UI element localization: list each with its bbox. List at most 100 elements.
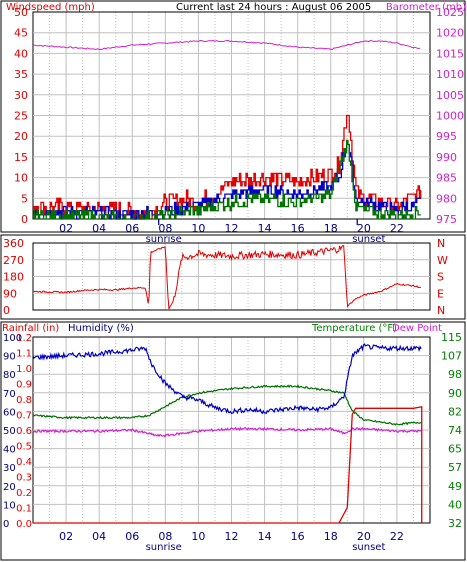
sunrise-label: sunrise — [146, 542, 182, 553]
compass-label: N — [437, 304, 445, 317]
rainfall-tick-label: 0.0 — [16, 519, 32, 530]
barometer-tick-label: 1010 — [436, 68, 464, 81]
wind-tick-label: 15 — [14, 151, 28, 164]
temperature-tick-label: 65 — [448, 443, 462, 456]
hour-tick-label: 14 — [258, 222, 272, 235]
barometer-label: Barometer (mb) — [386, 2, 466, 13]
hour-tick-label: 08 — [158, 530, 172, 543]
hour-tick-label: 12 — [225, 222, 239, 235]
hour-tick-label: 18 — [324, 530, 338, 543]
wind-tick-label: 30 — [14, 89, 28, 102]
humidity-tick-label: 50 — [3, 426, 16, 437]
hour-tick-label: 14 — [258, 530, 272, 543]
rainfall-tick-label: 0.8 — [16, 395, 32, 406]
wind-tick-label: 35 — [14, 68, 28, 81]
temperature-tick-label: 107 — [441, 350, 462, 363]
rainfall-tick-label: 0.9 — [16, 380, 32, 391]
hour-tick-label: 04 — [92, 530, 106, 543]
rainfall-tick-label: 1.1 — [16, 349, 32, 360]
rainfall-tick-label: 0.1 — [16, 504, 32, 515]
temperature-tick-label: 115 — [441, 331, 462, 344]
humidity-tick-label: 100 — [3, 333, 22, 344]
barometer-tick-label: 1020 — [436, 27, 464, 40]
hour-tick-label: 20 — [357, 222, 371, 235]
wind-tick-label: 10 — [14, 172, 28, 185]
barometer-tick-label: 990 — [436, 151, 457, 164]
barometer-tick-label: 1000 — [436, 110, 464, 123]
humidity-axis-label: Humidity (%) — [68, 323, 134, 334]
rainfall-axis-label: Rainfall (in) — [2, 323, 59, 334]
compass-label: N — [437, 237, 445, 250]
direction-tick-label: 0 — [3, 304, 10, 317]
temperature-axis-label: Temperature (°F) — [311, 323, 397, 334]
temperature-series-line — [32, 384, 422, 426]
hour-tick-label: 16 — [291, 222, 305, 235]
top-panel-frame — [0, 0, 466, 233]
rainfall-tick-label: 0.2 — [16, 488, 32, 499]
barometer-tick-label: 1005 — [436, 89, 464, 102]
hour-tick-label: 10 — [191, 530, 205, 543]
middle-panel-frame — [0, 234, 466, 320]
hour-tick-label: 20 — [357, 530, 371, 543]
temperature-tick-label: 82 — [448, 405, 462, 418]
temperature-tick-label: 74 — [448, 424, 462, 437]
hour-tick-label: 04 — [92, 222, 106, 235]
humidity-tick-label: 0 — [3, 519, 9, 530]
windspeed-label: Windspeed (mph) — [6, 2, 95, 13]
wind-average-series-line — [33, 143, 421, 220]
sunset-label: sunset — [352, 542, 385, 553]
hour-tick-label: 12 — [225, 530, 239, 543]
temperature-tick-label: 98 — [448, 368, 462, 381]
direction-tick-label: 270 — [3, 254, 24, 267]
hour-tick-label: 02 — [59, 222, 73, 235]
wind-tick-label: 0 — [21, 213, 28, 226]
rainfall-tick-label: 0.4 — [16, 457, 32, 468]
barometer-tick-label: 980 — [436, 192, 457, 205]
hour-tick-label: 08 — [158, 222, 172, 235]
wind-tick-label: 50 — [14, 6, 28, 19]
humidity-tick-label: 80 — [3, 370, 16, 381]
humidity-tick-label: 90 — [3, 352, 16, 363]
humidity-tick-label: 10 — [3, 500, 16, 511]
rainfall-tick-label: 0.7 — [16, 411, 32, 422]
rainfall-tick-label: 1.2 — [16, 333, 32, 344]
compass-label: E — [437, 287, 444, 300]
humidity-tick-label: 30 — [3, 463, 16, 474]
humidity-series-line — [32, 343, 422, 415]
barometer-series-line — [32, 39, 421, 51]
wind-tick-label: 40 — [14, 47, 28, 60]
sunset-label: sunset — [352, 234, 385, 245]
hour-tick-label: 06 — [125, 222, 139, 235]
wind-tick-label: 20 — [14, 130, 28, 143]
hour-tick-label: 06 — [125, 530, 139, 543]
barometer-tick-label: 995 — [436, 130, 457, 143]
compass-label: W — [437, 254, 448, 267]
barometer-tick-label: 975 — [436, 213, 457, 226]
temperature-tick-label: 32 — [448, 517, 462, 530]
sunrise-label: sunrise — [146, 234, 182, 245]
rainfall-tick-label: 1.0 — [16, 364, 32, 375]
humidity-tick-label: 70 — [3, 389, 16, 400]
humidity-tick-label: 40 — [3, 445, 16, 456]
wind-gust-series-line — [33, 114, 422, 220]
hour-tick-label: 22 — [390, 530, 404, 543]
dew-point-axis-label: Dew Point — [392, 323, 442, 334]
direction-tick-label: 360 — [3, 237, 24, 250]
barometer-tick-label: 1015 — [436, 47, 464, 60]
barometer-tick-label: 1025 — [436, 6, 464, 19]
hour-tick-label: 22 — [390, 222, 404, 235]
hour-tick-label: 10 — [191, 222, 205, 235]
temperature-tick-label: 49 — [448, 480, 462, 493]
compass-label: S — [437, 271, 444, 284]
wind-tick-label: 5 — [21, 192, 28, 205]
humidity-tick-label: 60 — [3, 407, 16, 418]
rainfall-tick-label: 0.6 — [16, 426, 32, 437]
dew-point-series-line — [32, 426, 422, 438]
wind-tick-label: 45 — [14, 27, 28, 40]
temperature-tick-label: 90 — [448, 387, 462, 400]
rainfall-tick-label: 0.3 — [16, 473, 32, 484]
bottom-panel-frame — [0, 321, 466, 561]
rainfall-series-line — [33, 405, 423, 524]
